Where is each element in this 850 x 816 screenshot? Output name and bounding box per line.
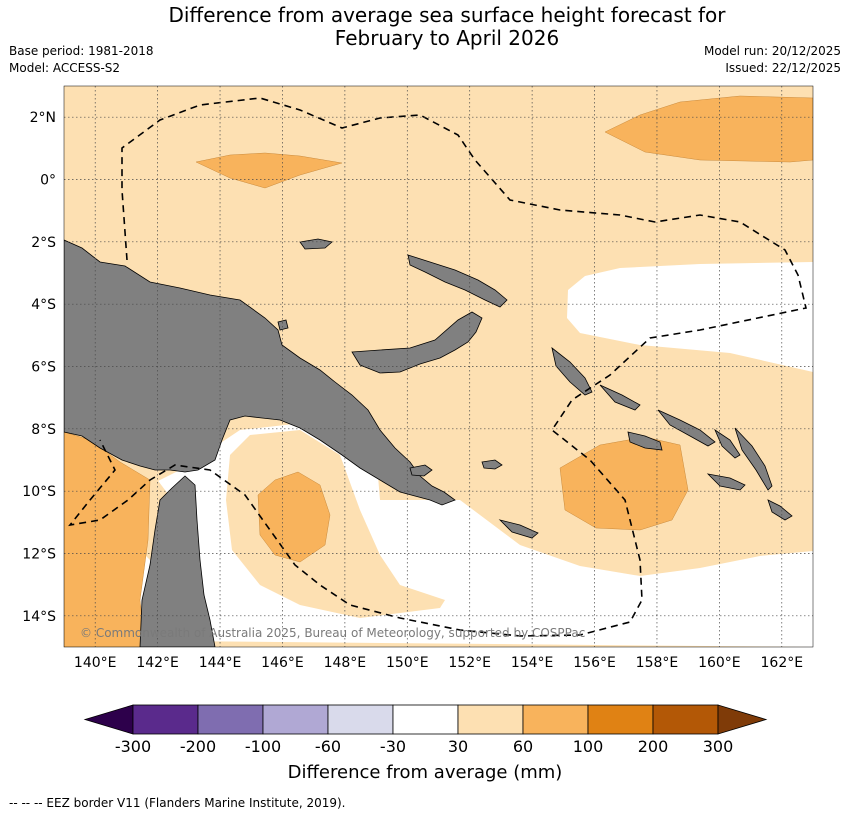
land-karkar bbox=[277, 319, 289, 331]
title-line-2: February to April 2026 bbox=[334, 26, 560, 50]
lat-label: 10°S bbox=[22, 484, 56, 500]
colorbar-segment bbox=[197, 704, 264, 735]
land-dentrecasteaux bbox=[409, 464, 433, 477]
colorbar: -300 -200 -100 -60 -30 30 60 100 200 300 Differen… bbox=[83, 704, 768, 783]
base-period: Base period: 1981-2018 bbox=[9, 44, 154, 58]
colorbar-tick-labels: -300 -200 -100 -60 -30 30 60 100 200 300 bbox=[115, 737, 733, 756]
ssh-band-30-60-lobe bbox=[226, 430, 445, 618]
colorbar-tick: 300 bbox=[703, 737, 734, 756]
page-title: Difference from average sea surface heig… bbox=[0, 4, 850, 50]
ssh-band-60-100-ne bbox=[604, 95, 813, 163]
colorbar-over-triangle bbox=[717, 704, 768, 735]
land-malaita bbox=[714, 428, 741, 459]
colorbar-segments bbox=[132, 704, 719, 735]
lat-label: 14°S bbox=[22, 609, 56, 625]
lon-label: 158°E bbox=[636, 655, 679, 671]
lon-label: 162°E bbox=[761, 655, 804, 671]
meta-left: Base period: 1981-2018 Model: ACCESS-S2 bbox=[9, 43, 154, 77]
colorbar-tick: -300 bbox=[115, 737, 151, 756]
colorbar-tick: 60 bbox=[513, 737, 533, 756]
colorbar-tick: -100 bbox=[245, 737, 281, 756]
graticule bbox=[64, 86, 813, 647]
land-rennell bbox=[767, 499, 793, 521]
lon-label: 146°E bbox=[261, 655, 304, 671]
ssh-band-60-100-se bbox=[559, 436, 689, 531]
lon-label: 144°E bbox=[199, 655, 242, 671]
lon-label: 154°E bbox=[511, 655, 554, 671]
lon-label: 156°E bbox=[573, 655, 616, 671]
colorbar-segment bbox=[132, 704, 199, 735]
land-new-ireland bbox=[407, 254, 508, 308]
land-new-guinea bbox=[64, 239, 456, 506]
land-choiseul bbox=[599, 384, 641, 411]
colorbar-tick: 200 bbox=[638, 737, 669, 756]
land-guadalcanal bbox=[627, 431, 663, 451]
lon-label: 142°E bbox=[136, 655, 179, 671]
colorbar-tick: -200 bbox=[180, 737, 216, 756]
colorbar-tick: -30 bbox=[380, 737, 406, 756]
lat-label: 2°S bbox=[31, 235, 56, 251]
colorbar-segment bbox=[522, 704, 589, 735]
latitude-labels: 2°N 0° 2°S 4°S 6°S 8°S 10°S 12°S 14°S bbox=[22, 110, 56, 625]
colorbar-segment bbox=[392, 704, 459, 735]
land-vanuatu bbox=[734, 427, 773, 491]
issued-date: Issued: 22/12/2025 bbox=[725, 61, 841, 75]
land-isabel bbox=[657, 409, 716, 447]
lat-label: 6°S bbox=[31, 360, 56, 376]
lon-label: 140°E bbox=[74, 655, 117, 671]
land-makira bbox=[706, 473, 746, 491]
model-name: Model: ACCESS-S2 bbox=[9, 61, 121, 75]
colorbar-tick: 30 bbox=[448, 737, 468, 756]
model-run: Model run: 20/12/2025 bbox=[703, 44, 841, 58]
land-new-britain bbox=[351, 311, 483, 374]
lat-label: 2°N bbox=[30, 110, 56, 126]
colorbar-segment bbox=[457, 704, 524, 735]
land-louisiade bbox=[498, 519, 539, 539]
land-woodlark bbox=[481, 459, 503, 470]
colorbar-tick: 100 bbox=[573, 737, 604, 756]
eez-footnote: -- -- -- EEZ border V11 (Flanders Marine… bbox=[9, 796, 346, 810]
title-line-1: Difference from average sea surface heig… bbox=[168, 3, 726, 27]
lat-label: 0° bbox=[40, 173, 56, 189]
colorbar-segment bbox=[587, 704, 654, 735]
lat-label: 8°S bbox=[31, 422, 56, 438]
lat-label: 12°S bbox=[22, 547, 56, 563]
colorbar-under-triangle bbox=[83, 704, 134, 735]
land-bougainville bbox=[551, 347, 593, 396]
longitude-labels: 140°E 142°E 144°E 146°E 148°E 150°E 152°E 154°E… bbox=[74, 655, 803, 671]
lon-label: 148°E bbox=[324, 655, 367, 671]
land-australia-cape-york bbox=[139, 475, 216, 647]
copyright-notice: © Commonwealth of Australia 2025, Bureau… bbox=[80, 626, 585, 640]
lon-label: 150°E bbox=[386, 655, 429, 671]
colorbar-segment bbox=[652, 704, 719, 735]
colorbar-tick: -60 bbox=[315, 737, 341, 756]
map-frame bbox=[63, 85, 814, 648]
meta-right: Model run: 20/12/2025 Issued: 22/12/2025 bbox=[704, 43, 841, 77]
lat-label: 4°S bbox=[31, 297, 56, 313]
colorbar-title: Difference from average (mm) bbox=[288, 762, 563, 783]
lon-label: 152°E bbox=[448, 655, 491, 671]
eez-border bbox=[68, 97, 807, 637]
ssh-neutral-east bbox=[567, 262, 813, 372]
map-layers: © Commonwealth of Australia 2025, Bureau… bbox=[64, 86, 813, 647]
lon-label: 160°E bbox=[698, 655, 741, 671]
ssh-band-60-100-n bbox=[195, 152, 343, 189]
colorbar-segment bbox=[262, 704, 329, 735]
colorbar-segment bbox=[327, 704, 394, 735]
